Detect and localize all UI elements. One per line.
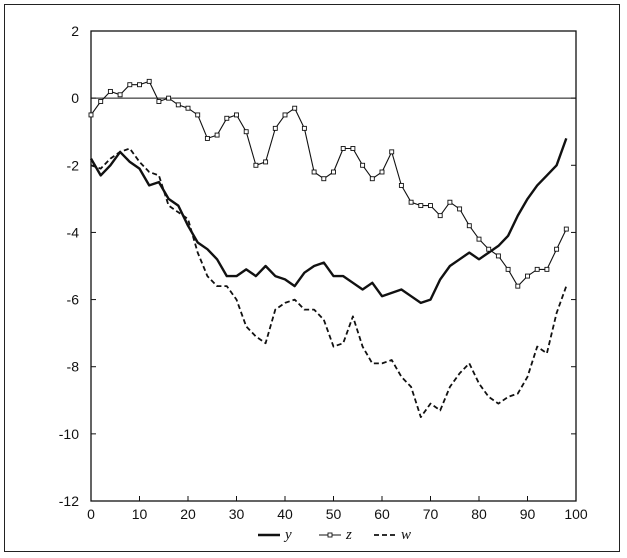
x-tick-label: 90 bbox=[520, 506, 536, 522]
series-line-w bbox=[90, 147, 568, 419]
series-marker-z bbox=[282, 112, 288, 118]
series-marker-z bbox=[331, 169, 336, 175]
series-marker-z bbox=[544, 266, 550, 272]
series-marker-z bbox=[398, 182, 404, 188]
y-tick-label: -12 bbox=[59, 493, 79, 509]
x-tick-label: 60 bbox=[374, 506, 390, 522]
series-marker-z bbox=[340, 146, 346, 151]
series-marker-z bbox=[466, 223, 472, 229]
series-marker-z bbox=[98, 99, 104, 104]
x-tick-label: 100 bbox=[564, 506, 588, 522]
y-tick-label: -2 bbox=[67, 157, 80, 173]
series-marker-z bbox=[214, 132, 220, 138]
series-marker-z bbox=[166, 95, 172, 101]
series-marker-z bbox=[457, 206, 463, 212]
legend-marker-z bbox=[327, 532, 333, 538]
series-marker-z bbox=[495, 253, 501, 259]
series-marker-z bbox=[204, 135, 210, 141]
x-tick-label: 30 bbox=[229, 506, 245, 522]
series-marker-z bbox=[272, 125, 278, 131]
series-marker-z bbox=[437, 213, 443, 219]
series-marker-z bbox=[428, 203, 433, 209]
series-marker-z bbox=[418, 203, 424, 209]
series-group bbox=[88, 78, 569, 419]
series-marker-z bbox=[389, 149, 395, 155]
series-marker-z bbox=[243, 129, 249, 135]
series-marker-z bbox=[360, 162, 366, 168]
series-marker-z bbox=[505, 266, 511, 272]
legend-label-w: w bbox=[401, 527, 411, 543]
y-tick-label: -6 bbox=[67, 292, 80, 308]
series-marker-z bbox=[263, 159, 269, 165]
series-line-y bbox=[89, 137, 568, 305]
series-marker-z bbox=[137, 82, 142, 88]
series-marker-z bbox=[224, 115, 230, 121]
series-marker-z bbox=[107, 88, 113, 94]
series-marker-z bbox=[88, 112, 94, 118]
series-marker-z bbox=[379, 169, 385, 175]
x-tick-label: 20 bbox=[180, 506, 196, 522]
y-tick-label: -10 bbox=[59, 426, 79, 442]
series-marker-z bbox=[175, 102, 181, 108]
legend-label-z: z bbox=[345, 527, 352, 543]
legend-label-y: y bbox=[283, 527, 292, 543]
x-tick-label: 70 bbox=[423, 506, 439, 522]
x-tick-label: 80 bbox=[471, 506, 487, 522]
series-marker-z bbox=[476, 236, 482, 242]
series-marker-z bbox=[525, 273, 530, 279]
series-marker-z bbox=[234, 112, 239, 118]
y-tick-label: 2 bbox=[71, 23, 79, 39]
series-marker-z bbox=[486, 246, 492, 252]
y-tick-label: -4 bbox=[67, 224, 80, 240]
y-tick-label: 0 bbox=[71, 90, 79, 106]
series-marker-z bbox=[563, 226, 569, 232]
series-marker-z bbox=[156, 99, 162, 104]
series-marker-z bbox=[321, 176, 327, 182]
series-marker-z bbox=[534, 266, 540, 272]
series-marker-z bbox=[515, 283, 521, 289]
x-tick-label: 50 bbox=[326, 506, 342, 522]
series-marker-z bbox=[369, 176, 375, 182]
series-marker-z bbox=[350, 146, 356, 151]
series-marker-z bbox=[408, 199, 414, 205]
series-marker-z bbox=[554, 246, 560, 252]
series-marker-z bbox=[127, 82, 133, 88]
y-tick-label: -8 bbox=[67, 359, 80, 375]
series-marker-z bbox=[292, 105, 298, 111]
plot-area-border bbox=[90, 30, 577, 502]
x-tick-label: 40 bbox=[277, 506, 293, 522]
x-tick-label: 10 bbox=[132, 506, 148, 522]
series-marker-z bbox=[195, 112, 201, 118]
series-marker-z bbox=[447, 199, 453, 205]
series-marker-z bbox=[146, 78, 152, 84]
x-tick-label: 0 bbox=[87, 506, 95, 522]
series-marker-z bbox=[301, 125, 307, 131]
series-marker-z bbox=[185, 105, 191, 111]
series-marker-z bbox=[311, 169, 317, 175]
series-marker-z bbox=[117, 92, 123, 98]
series-marker-z bbox=[253, 162, 259, 168]
